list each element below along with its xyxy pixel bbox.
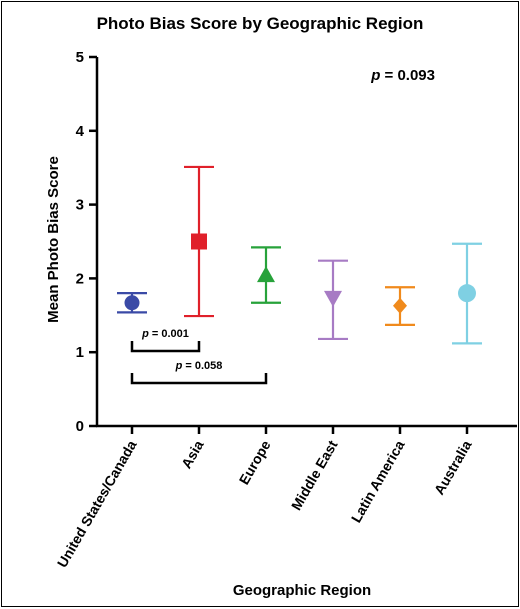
significance-bracket: p = 0.001 [130, 328, 201, 353]
x-tick-label: Asia [178, 437, 207, 471]
region-mark [385, 286, 415, 326]
y-tick-label: 3 [76, 197, 84, 214]
bracket-line [130, 373, 268, 385]
region-mark [452, 242, 482, 345]
bracket-p-label: p [141, 328, 149, 340]
y-tick-label: 1 [76, 344, 84, 361]
overall-p-label: p [370, 67, 380, 84]
y-axis-label: Mean Photo Bias Score [45, 156, 62, 323]
chart-title: Photo Bias Score by Geographic Region [97, 14, 424, 33]
bracket-p-value: p = 0.001 [141, 328, 189, 340]
region-mark [251, 246, 281, 304]
y-tick-label: 4 [76, 123, 85, 140]
bracket-p-number: = 0.001 [149, 328, 189, 340]
region-mark [117, 292, 147, 314]
y-tick-label: 2 [76, 270, 84, 287]
data-marks [117, 165, 482, 345]
x-axis-label: Geographic Region [233, 582, 371, 599]
y-tick-label: 5 [76, 49, 84, 66]
x-axis: United States/Canada Asia Europe Middle Eas… [54, 424, 517, 570]
y-axis: 0 1 2 3 4 5 [76, 49, 99, 435]
data-point [191, 233, 207, 250]
data-point [324, 290, 342, 307]
overall-p-number: = 0.093 [380, 67, 435, 84]
data-point [257, 266, 275, 283]
x-tick-label: Middle East [288, 437, 341, 513]
x-tick-label: Europe [236, 437, 274, 487]
bracket-p-value: p = 0.058 [175, 360, 223, 372]
data-point [124, 295, 140, 311]
overall-p-value: p = 0.093 [370, 67, 435, 84]
region-mark [318, 259, 348, 341]
data-point [393, 297, 407, 314]
x-tick-label: Latin America [348, 437, 408, 525]
bracket-p-number: = 0.058 [182, 360, 222, 372]
x-tick-label: Australia [431, 437, 475, 497]
y-tick-label: 0 [76, 418, 84, 435]
x-tick-label: United States/Canada [54, 437, 140, 570]
significance-bracket: p = 0.058 [130, 360, 268, 385]
bracket-line [130, 341, 201, 353]
bracket-p-label: p [175, 360, 183, 372]
data-point [458, 284, 476, 303]
region-mark [184, 165, 214, 318]
